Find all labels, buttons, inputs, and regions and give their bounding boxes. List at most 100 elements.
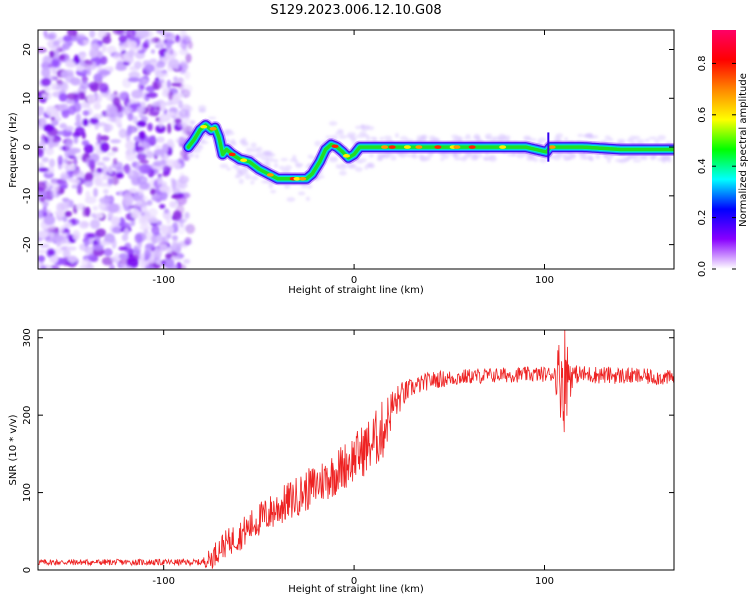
noise-blob (140, 215, 147, 224)
noise-blob (89, 43, 101, 50)
noise-blob (60, 174, 70, 180)
y-tick-label: -10 (22, 188, 33, 204)
halo-dot (424, 156, 431, 161)
halo-dot (485, 136, 491, 140)
noise-blob (45, 225, 55, 231)
y-tick-label: 300 (22, 328, 33, 347)
halo-dot (219, 163, 229, 169)
noise-blob (93, 102, 102, 110)
noise-blob (70, 77, 81, 86)
halo-dot (307, 154, 314, 159)
noise-blob (78, 220, 90, 229)
noise-blob (56, 79, 64, 86)
noise-blob (157, 177, 162, 186)
halo-dot (278, 165, 285, 170)
noise-blob (53, 110, 60, 119)
noise-blob (81, 139, 90, 147)
noise-blob (38, 167, 49, 172)
halo-dot (244, 173, 252, 180)
halo-dot (654, 139, 660, 144)
noise-blob (165, 253, 172, 260)
halo-dot (474, 153, 483, 158)
halo-dot (235, 171, 243, 178)
noise-blob (133, 245, 139, 254)
halo-dot (367, 125, 375, 131)
noise-blob (60, 70, 69, 79)
noise-blob (38, 181, 47, 192)
noise-blob (163, 208, 170, 214)
halo-dot (554, 135, 561, 141)
noise-blob (147, 122, 153, 132)
halo-dot (473, 135, 481, 140)
noise-blob (165, 159, 178, 168)
noise-blob (50, 116, 55, 121)
noise-blob (155, 124, 166, 134)
noise-blob (49, 50, 55, 59)
noise-blob (103, 248, 113, 257)
noise-blob (151, 234, 158, 245)
noise-blob (138, 164, 150, 175)
halo-dot (294, 162, 304, 167)
halo-dot (263, 151, 272, 157)
noise-blob (131, 89, 143, 99)
spectrogram-frame (37, 29, 675, 270)
noise-blob (42, 205, 48, 216)
noise-blob (164, 224, 174, 235)
noise-blob (111, 146, 119, 153)
noise-blob (131, 208, 141, 219)
noise-blob (100, 135, 110, 142)
halo-dot (339, 170, 347, 176)
noise-blob (178, 63, 187, 70)
hotspot (209, 126, 217, 131)
noise-blob (40, 117, 47, 127)
noise-blob (147, 218, 159, 224)
noise-blob (185, 53, 192, 63)
noise-blob (40, 264, 47, 269)
noise-blob (106, 111, 111, 122)
hotspot (293, 176, 301, 181)
noise-blob (141, 141, 148, 149)
colorbar-tick-label: 0.6 (697, 107, 708, 123)
x-tick-label: 100 (535, 576, 554, 587)
halo-dot (616, 138, 626, 143)
noise-blob (127, 112, 134, 121)
noise-blob (146, 199, 153, 206)
noise-blob (44, 91, 52, 100)
noise-blob (67, 255, 78, 263)
noise-blob (119, 44, 126, 52)
halo-dot (245, 147, 253, 153)
noise-blob (112, 52, 125, 61)
noise-blob (81, 258, 91, 267)
halo-dot (256, 146, 263, 152)
noise-blob (62, 197, 70, 203)
noise-blob (115, 64, 127, 71)
noise-blob (79, 53, 86, 60)
noise-blob (110, 139, 122, 144)
hotspot (468, 145, 476, 149)
hotspot (331, 144, 339, 149)
noise-blob (46, 209, 52, 216)
noise-blob (127, 77, 140, 83)
noise-blob (56, 202, 66, 213)
noise-blob (128, 71, 141, 79)
noise-blob (52, 234, 65, 242)
noise-blob (152, 101, 161, 108)
noise-blob (118, 189, 123, 197)
halo-dot (364, 164, 369, 170)
noise-blob (149, 58, 158, 64)
noise-blob (167, 122, 172, 134)
halo-dot (284, 165, 293, 170)
halo-dot (345, 134, 355, 138)
noise-blob (132, 115, 138, 125)
halo-dot (379, 136, 384, 141)
noise-blob (82, 206, 87, 218)
noise-blob (118, 128, 127, 139)
x-tick-label: 0 (351, 576, 357, 587)
noise-blob (178, 99, 183, 109)
noise-blob (183, 224, 192, 231)
noise-blob (118, 91, 128, 101)
noise-blob (145, 231, 153, 242)
y-tick-label: 0 (22, 567, 33, 573)
noise-blob (74, 126, 85, 136)
